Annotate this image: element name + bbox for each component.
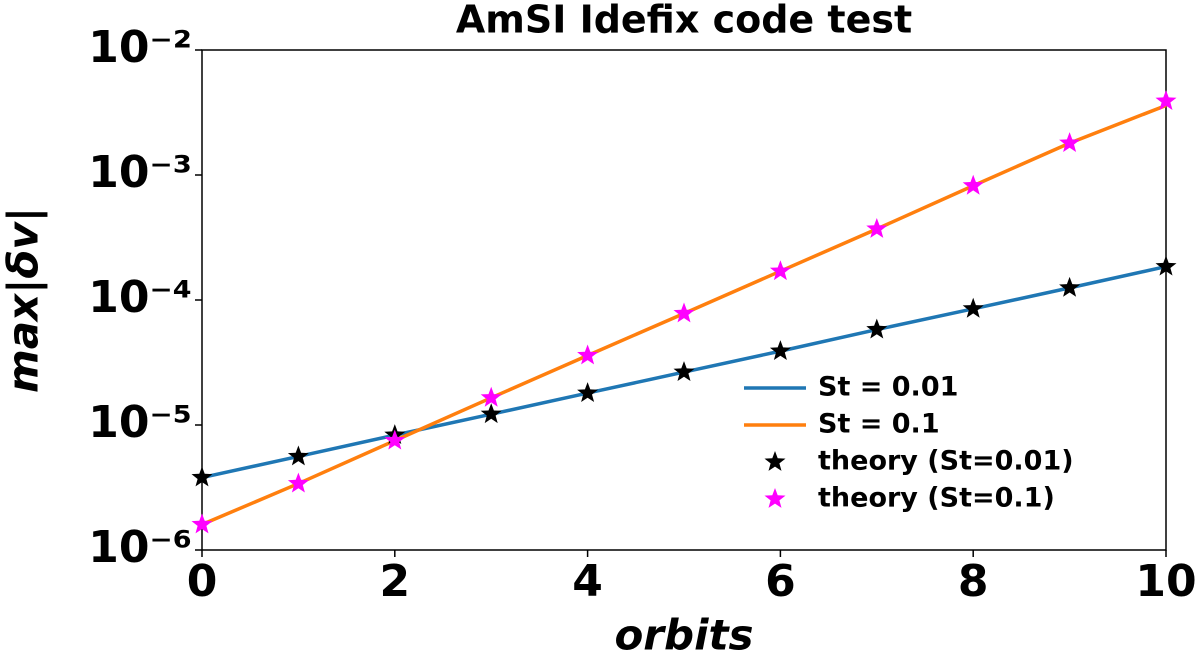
star-marker <box>769 340 791 360</box>
x-axis-title: orbits <box>614 611 753 660</box>
x-tick-label: 0 <box>187 556 218 607</box>
star-marker <box>962 297 984 318</box>
x-tick-label: 4 <box>572 556 603 607</box>
star-marker <box>384 429 406 450</box>
star-marker <box>480 403 502 424</box>
star-marker <box>1155 90 1177 110</box>
y-axis-title: max|δv| <box>0 207 48 393</box>
legend-label: theory (St=0.1) <box>818 483 1055 514</box>
legend-swatch <box>764 451 786 471</box>
star-marker <box>1059 132 1081 152</box>
star-marker <box>577 344 599 365</box>
star-marker <box>866 218 888 238</box>
star-marker <box>866 318 888 339</box>
star-marker <box>577 382 599 402</box>
star-marker <box>191 466 213 487</box>
star-marker <box>673 361 695 381</box>
star-marker <box>480 386 502 407</box>
y-tick-label: 10⁻⁵ <box>88 397 192 448</box>
star-marker <box>287 445 309 466</box>
y-tick-label: 10⁻² <box>88 22 192 73</box>
star-marker <box>1059 276 1081 297</box>
legend-swatch <box>764 488 786 508</box>
y-tick-label: 10⁻³ <box>88 147 192 198</box>
y-tick-label: 10⁻⁴ <box>88 272 192 323</box>
x-tick-label: 10 <box>1135 556 1196 607</box>
star-marker <box>673 302 695 323</box>
legend-label: St = 0.01 <box>818 372 958 403</box>
star-marker <box>191 513 213 534</box>
star-marker <box>769 260 791 281</box>
y-tick-label: 10⁻⁶ <box>88 522 192 573</box>
x-tick-label: 2 <box>379 556 410 607</box>
legend-label: theory (St=0.01) <box>818 446 1074 477</box>
chart-title: AmSI Idefix code test <box>456 0 912 42</box>
legend-label: St = 0.1 <box>818 409 940 440</box>
star-marker <box>287 472 309 493</box>
x-tick-label: 8 <box>958 556 989 607</box>
star-marker <box>1155 255 1177 276</box>
x-tick-label: 6 <box>765 556 796 607</box>
star-marker <box>962 174 984 195</box>
